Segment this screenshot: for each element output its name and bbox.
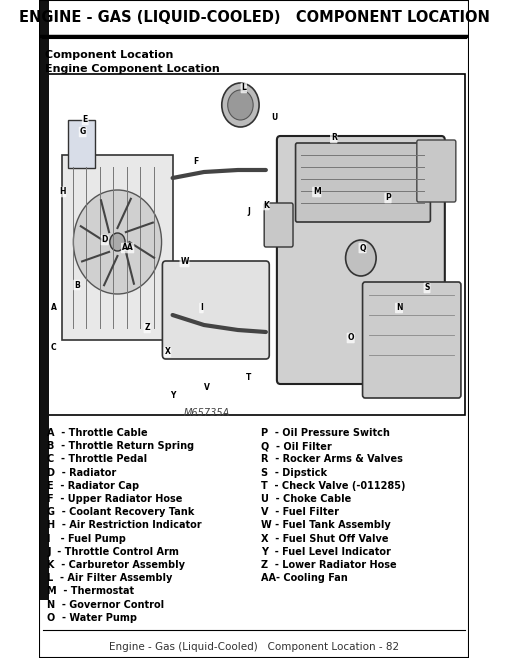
Text: Q: Q <box>359 243 366 253</box>
Text: Z  - Lower Radiator Hose: Z - Lower Radiator Hose <box>261 560 396 570</box>
Text: O  - Water Pump: O - Water Pump <box>47 613 137 623</box>
FancyBboxPatch shape <box>417 140 456 202</box>
Text: M  - Thermostat: M - Thermostat <box>47 586 134 596</box>
Text: K: K <box>263 201 269 209</box>
Text: S: S <box>424 284 430 293</box>
Text: ENGINE - GAS (LIQUID-COOLED)   COMPONENT LOCATION: ENGINE - GAS (LIQUID-COOLED) COMPONENT L… <box>19 11 489 26</box>
Text: Engine Component Location: Engine Component Location <box>45 64 220 74</box>
Text: E  - Radiator Cap: E - Radiator Cap <box>47 481 139 491</box>
Text: E: E <box>83 116 88 124</box>
Text: W: W <box>180 257 188 266</box>
Text: S  - Dipstick: S - Dipstick <box>261 468 327 478</box>
Text: X: X <box>165 347 170 357</box>
Text: T  - Check Valve (-011285): T - Check Valve (-011285) <box>261 481 405 491</box>
Text: Z: Z <box>144 324 150 332</box>
Text: AA- Cooling Fan: AA- Cooling Fan <box>261 573 347 583</box>
Text: G  - Coolant Recovery Tank: G - Coolant Recovery Tank <box>47 507 195 517</box>
Text: U: U <box>271 113 277 122</box>
Bar <box>62 155 173 340</box>
Text: D  - Radiator: D - Radiator <box>47 468 116 478</box>
Text: W - Fuel Tank Assembly: W - Fuel Tank Assembly <box>261 520 391 530</box>
Text: L: L <box>241 84 246 93</box>
FancyBboxPatch shape <box>264 203 293 247</box>
Text: U  - Choke Cable: U - Choke Cable <box>261 494 351 504</box>
Text: R: R <box>331 134 337 143</box>
Text: L  - Air Filter Assembly: L - Air Filter Assembly <box>47 573 172 583</box>
Text: F  - Upper Radiator Hose: F - Upper Radiator Hose <box>47 494 182 504</box>
Text: K  - Carburetor Assembly: K - Carburetor Assembly <box>47 560 185 570</box>
FancyBboxPatch shape <box>296 143 430 222</box>
Text: D: D <box>102 236 108 245</box>
Text: M: M <box>313 188 321 197</box>
Text: V  - Fuel Filter: V - Fuel Filter <box>261 507 339 517</box>
Circle shape <box>228 90 253 120</box>
Text: I: I <box>200 303 203 313</box>
Circle shape <box>222 83 259 127</box>
Text: J  - Throttle Control Arm: J - Throttle Control Arm <box>47 547 179 557</box>
Text: R  - Rocker Arms & Valves: R - Rocker Arms & Valves <box>261 455 403 465</box>
Text: G: G <box>80 128 86 136</box>
Text: V: V <box>204 384 209 393</box>
Text: M65735A: M65735A <box>183 408 230 418</box>
Text: C  - Throttle Pedal: C - Throttle Pedal <box>47 455 147 465</box>
Text: J: J <box>247 207 250 216</box>
Text: O: O <box>347 334 354 343</box>
Text: N: N <box>396 303 402 313</box>
Text: Engine - Gas (Liquid-Cooled)   Component Location - 82: Engine - Gas (Liquid-Cooled) Component L… <box>109 642 399 652</box>
Text: F: F <box>193 157 198 166</box>
Text: N  - Governor Control: N - Governor Control <box>47 599 164 609</box>
FancyBboxPatch shape <box>277 136 445 384</box>
Text: Y: Y <box>170 390 175 399</box>
FancyBboxPatch shape <box>163 261 269 359</box>
Text: T: T <box>246 374 251 382</box>
Text: A  - Throttle Cable: A - Throttle Cable <box>47 428 148 438</box>
Text: C: C <box>51 343 57 353</box>
Circle shape <box>110 233 125 251</box>
Text: A: A <box>51 303 57 313</box>
Circle shape <box>73 190 162 294</box>
Text: I   - Fuel Pump: I - Fuel Pump <box>47 534 126 544</box>
Text: B  - Throttle Return Spring: B - Throttle Return Spring <box>47 442 194 451</box>
Bar <box>68 120 96 168</box>
Text: P: P <box>385 193 391 203</box>
Text: Component Location: Component Location <box>45 50 174 60</box>
FancyBboxPatch shape <box>363 282 461 398</box>
Text: H: H <box>59 188 66 197</box>
Text: B: B <box>74 280 80 290</box>
Text: H  - Air Restriction Indicator: H - Air Restriction Indicator <box>47 520 202 530</box>
Text: Q  - Oil Filter: Q - Oil Filter <box>261 442 332 451</box>
Text: X  - Fuel Shut Off Valve: X - Fuel Shut Off Valve <box>261 534 388 544</box>
Circle shape <box>345 240 376 276</box>
Bar <box>43 74 465 415</box>
Bar <box>39 0 49 600</box>
Text: Y  - Fuel Level Indicator: Y - Fuel Level Indicator <box>261 547 391 557</box>
Text: AA: AA <box>122 243 134 253</box>
Text: P  - Oil Pressure Switch: P - Oil Pressure Switch <box>261 428 390 438</box>
